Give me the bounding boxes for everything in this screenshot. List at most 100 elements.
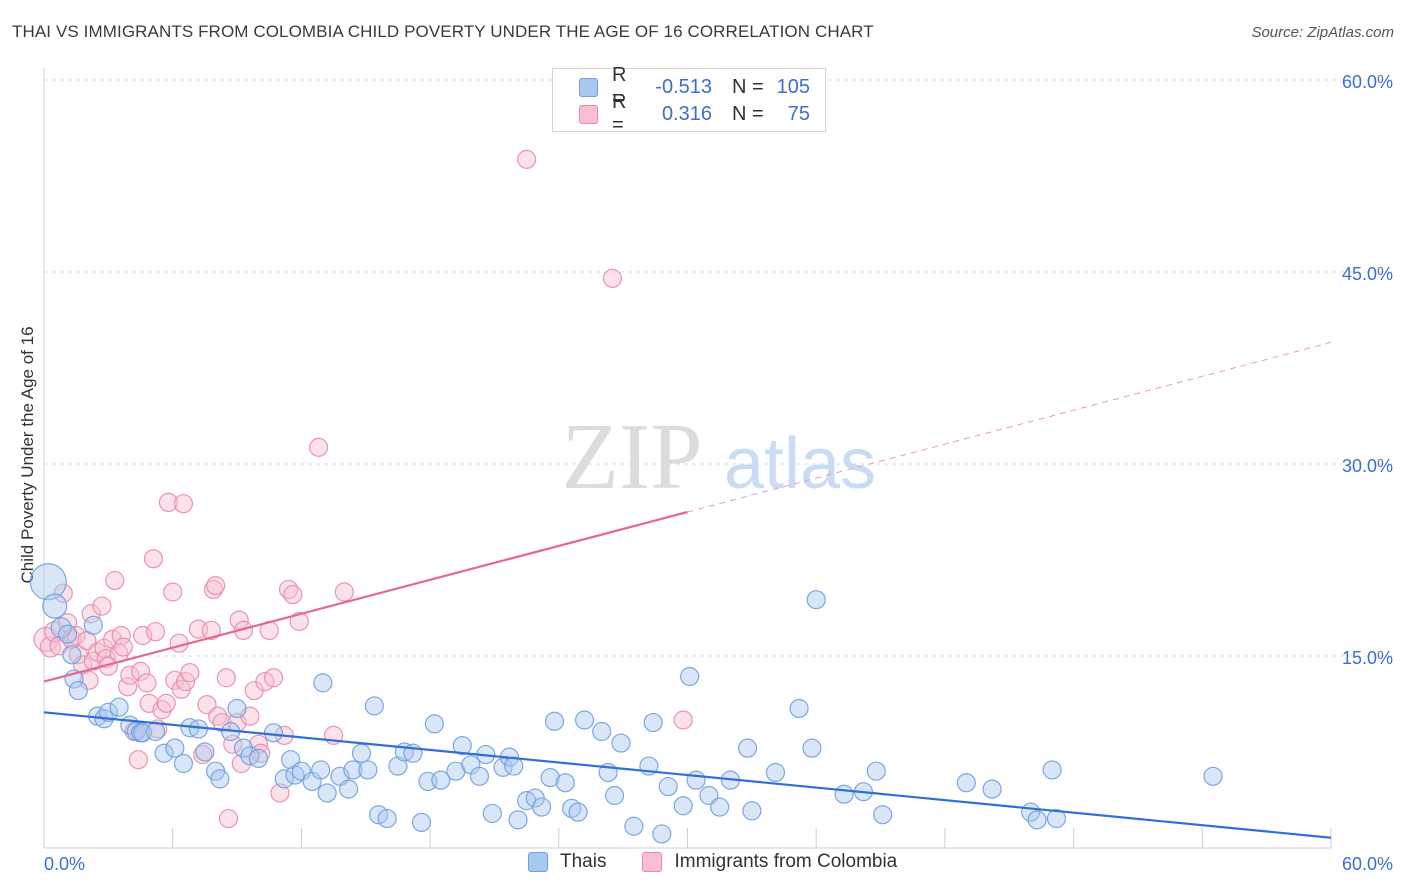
data-point <box>452 735 472 756</box>
data-point <box>602 268 623 288</box>
data-point <box>137 673 157 693</box>
n-value: 75 <box>787 102 810 125</box>
data-point <box>604 785 625 806</box>
data-point <box>311 760 331 780</box>
data-point <box>195 742 215 762</box>
data-point <box>118 677 138 697</box>
data-point <box>53 583 73 603</box>
watermark-zip: ZIP <box>562 405 703 509</box>
data-point <box>227 698 247 719</box>
data-point <box>42 593 68 619</box>
data-point <box>834 784 854 804</box>
data-point <box>680 666 700 687</box>
data-point <box>180 663 200 683</box>
data-point <box>517 149 537 169</box>
data-point <box>710 797 730 817</box>
stats-legend-row-thais: R = -0.513 N = 105 <box>579 64 810 109</box>
legend-item-thais[interactable]: Thais <box>528 851 606 873</box>
data-point <box>806 590 826 610</box>
data-point <box>201 620 221 641</box>
data-point <box>873 805 893 825</box>
data-point <box>283 584 303 605</box>
data-point <box>248 748 269 769</box>
data-point <box>658 776 678 797</box>
data-point <box>120 665 140 685</box>
data-point <box>956 773 976 793</box>
data-point <box>789 698 809 719</box>
n-value: 105 <box>776 75 810 98</box>
x-tick-label: 60.0% <box>1342 854 1393 874</box>
data-point <box>351 743 372 763</box>
stats-legend: R = -0.513 N = 105 R = 0.316 N = 75 <box>552 64 826 136</box>
data-point <box>154 743 174 763</box>
data-point <box>802 738 822 758</box>
data-point <box>165 738 185 758</box>
x-tick-label: 0.0% <box>44 854 85 874</box>
r-value: 0.316 <box>661 102 712 125</box>
data-point <box>555 773 575 793</box>
data-point <box>482 803 502 824</box>
data-point <box>317 783 337 803</box>
r-label: R = <box>612 64 627 109</box>
data-point <box>1042 760 1062 780</box>
data-point <box>173 494 194 514</box>
thais-swatch <box>579 77 598 97</box>
data-point <box>334 582 354 602</box>
watermark: ZIP atlas <box>562 405 877 509</box>
data-point <box>83 615 103 635</box>
data-point <box>109 697 129 717</box>
legend-item-colombia[interactable]: Immigrants from Colombia <box>642 851 897 873</box>
data-point <box>574 710 595 730</box>
data-point <box>1046 808 1067 829</box>
data-point <box>424 714 444 734</box>
data-point <box>431 770 451 790</box>
data-point <box>544 711 565 731</box>
data-point <box>163 582 183 602</box>
data-point <box>57 624 78 644</box>
data-point <box>686 770 706 790</box>
data-point <box>233 738 254 758</box>
data-point <box>508 810 528 830</box>
data-point <box>313 673 333 693</box>
data-point <box>592 721 612 742</box>
data-point <box>175 671 196 692</box>
data-point <box>263 723 284 743</box>
y-tick-label: 60.0% <box>1342 72 1393 92</box>
data-point <box>411 812 432 833</box>
data-point <box>274 769 294 789</box>
data-point <box>210 769 230 789</box>
data-point <box>111 625 131 646</box>
data-point <box>113 637 133 657</box>
data-point <box>866 761 886 781</box>
data-point <box>218 808 239 829</box>
data-point <box>289 611 309 632</box>
data-point <box>652 824 672 844</box>
data-point <box>98 702 118 722</box>
data-point <box>68 680 88 701</box>
data-point <box>130 661 151 681</box>
data-point <box>568 802 588 822</box>
y-tick-label: 45.0% <box>1342 264 1393 284</box>
series-legend: Thais Immigrants from Colombia <box>528 851 933 873</box>
data-point <box>158 492 179 512</box>
trendline-colombia <box>43 510 688 683</box>
data-point <box>1203 766 1223 786</box>
data-point <box>145 721 166 742</box>
data-point <box>388 756 408 776</box>
data-point <box>133 625 153 646</box>
colombia-legend-label: Immigrants from Colombia <box>674 851 898 872</box>
data-point <box>982 779 1002 799</box>
data-point <box>216 668 236 688</box>
n-label: N = <box>732 102 764 125</box>
thais-legend-label: Thais <box>560 851 607 872</box>
y-tick-label: 15.0% <box>1342 648 1393 668</box>
data-point <box>377 808 397 829</box>
grid-layer <box>44 79 1395 657</box>
source-label: Source: ZipAtlas.com <box>1251 24 1394 41</box>
data-point <box>105 570 125 591</box>
data-point <box>765 762 786 783</box>
colombia-legend-swatch <box>642 852 663 872</box>
data-point <box>673 796 693 816</box>
data-point <box>128 750 148 770</box>
